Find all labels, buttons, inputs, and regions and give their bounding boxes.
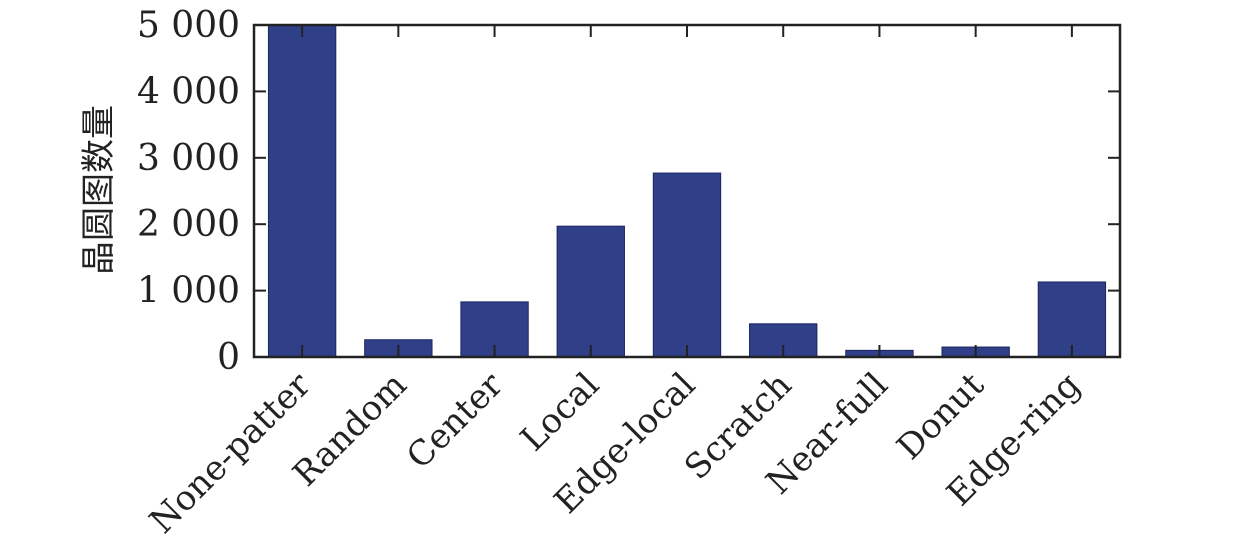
bar-local (556, 225, 625, 358)
x-tick-label: None-patter (142, 365, 319, 542)
x-tick-label: Local (513, 365, 607, 459)
y-tick-label: 1 000 (137, 271, 240, 312)
bars-layer (267, 24, 1107, 358)
bar-edge-local (652, 172, 722, 358)
y-tick-label: 2 000 (137, 204, 240, 245)
y-axis-label: 晶圆图数量 (79, 105, 119, 275)
axes-layer (252, 23, 1122, 359)
y-tick-label: 5 000 (137, 5, 240, 46)
x-tick-label: Center (399, 365, 511, 477)
bar-none-patter (267, 24, 337, 358)
y-tick-label: 3 000 (137, 138, 240, 179)
y-tick-label: 4 000 (137, 71, 240, 112)
y-tick-label: 0 (217, 337, 240, 378)
bar-edge-ring (1037, 281, 1107, 358)
